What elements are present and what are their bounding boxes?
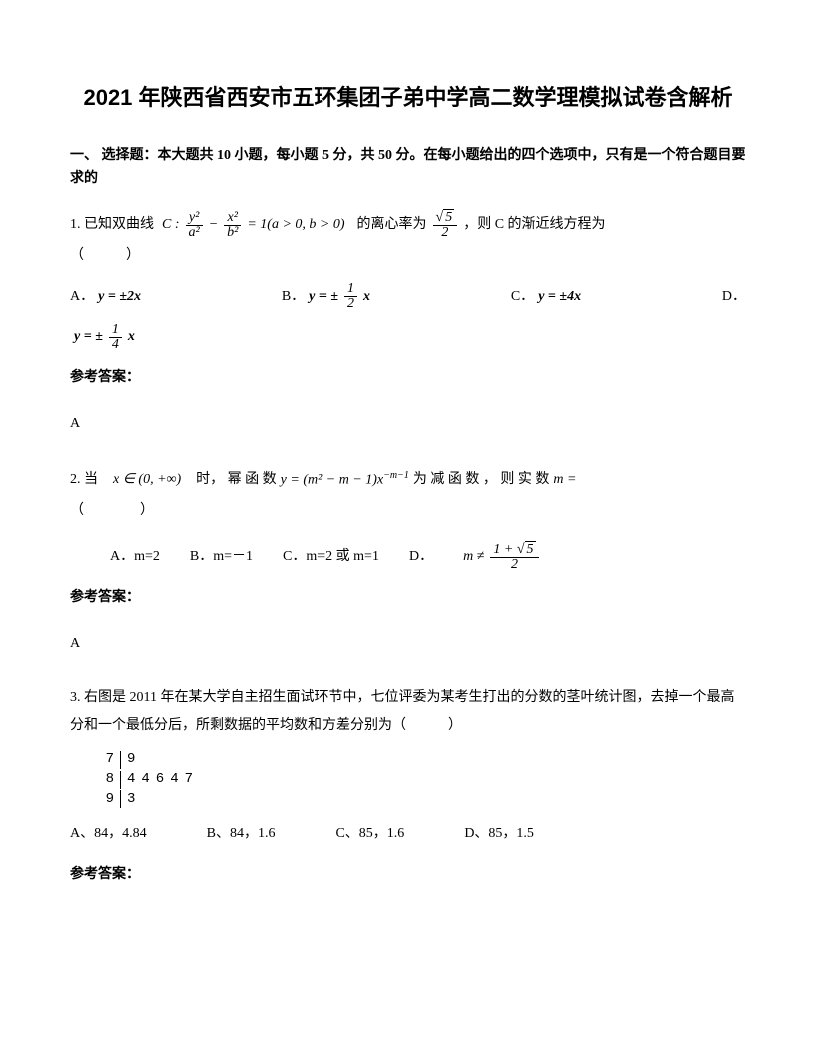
q2-option-c: C．m=2 或 m=1 [283,542,379,573]
q1-formula-label: C : [162,210,180,241]
q1-prefix: 1. 已知双曲线 [70,210,154,241]
q1-minus: − [209,210,218,241]
stem-leaf-plot: 7 9 8 44647 9 3 [100,750,746,809]
q3-text: 3. 右图是 2011 年在某大学自主招生面试环节中，七位评委为某考生打出的分数… [70,684,746,740]
q3-option-a: A、84，4.84 [70,819,147,850]
q1-option-d: D． [722,282,746,313]
stem-leaf-row: 7 9 [100,750,746,770]
q3-option-c: C、85，1.6 [335,819,404,850]
question-1: 1. 已知双曲线 C : y²a² − x²b² = 1(a > 0, b > … [70,210,746,440]
q1-answer-label: 参考答案： [70,363,746,394]
q1-paren: （ ） [70,241,746,272]
stem-leaf-row: 9 3 [100,790,746,810]
section-header: 一、 选择题：本大题共 10 小题，每小题 5 分，共 50 分。在每小题给出的… [70,145,746,190]
q2-answer-label: 参考答案： [70,583,746,614]
q2-mvar: m = [553,465,576,496]
q1-answer: A [70,409,746,440]
q2-paren: （ ） [70,496,746,527]
q2-mid1: 时， 幂 函 数 [196,465,277,496]
q3-option-b: B、84，1.6 [207,819,276,850]
q1-mid: 的离心率为 [357,210,427,241]
q3-option-d: D、85，1.5 [464,819,534,850]
question-2: 2. 当 x ∈ (0, +∞) 时， 幂 函 数 y = (m² − m − … [70,465,746,660]
q2-range: x ∈ (0, +∞) [113,465,181,496]
q2-func: y = (m² − m − 1)x−m−1 [281,465,409,496]
stem-leaf-row: 8 44647 [100,770,746,790]
q2-option-a: A．m=2 [110,542,160,573]
q1-option-b: B． y = ± 12 x [282,282,374,313]
q2-option-d: D． m ≠ 1 + √52 [409,542,541,573]
q1-eq: = 1(a > 0, b > 0) [247,210,344,241]
q3-answer-label: 参考答案： [70,860,746,891]
q1-option-d-formula: y = ± 14 x [70,322,139,353]
q2-mid2: 为 减 函 数 ， 则 实 数 [413,465,550,496]
q1-option-c: C． y = ±4x [511,282,585,313]
q1-frac2: x²b² [224,211,241,240]
q2-answer: A [70,629,746,660]
q1-end: ，则 C 的渐近线方程为 [463,210,605,241]
q1-frac1: y²a² [186,211,203,240]
q1-option-a: A． y = ±2x [70,282,145,313]
q1-eccentricity: √52 [433,211,458,240]
question-3: 3. 右图是 2011 年在某大学自主招生面试环节中，七位评委为某考生打出的分数… [70,684,746,890]
q2-option-b: B．m=－1 [190,542,253,573]
page-title: 2021 年陕西省西安市五环集团子弟中学高二数学理模拟试卷含解析 [70,80,746,115]
q2-prefix: 2. 当 [70,465,98,496]
